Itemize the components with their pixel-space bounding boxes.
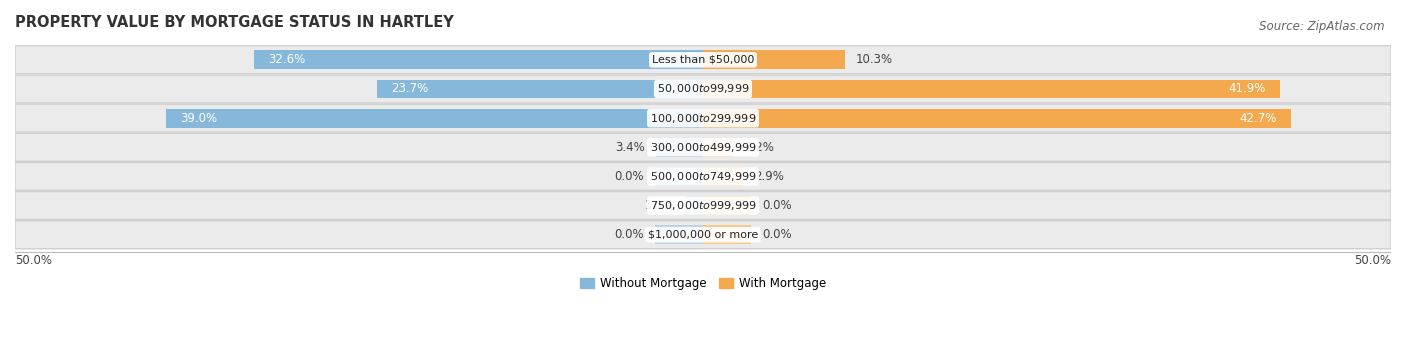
FancyBboxPatch shape bbox=[15, 75, 1391, 103]
Legend: Without Mortgage, With Mortgage: Without Mortgage, With Mortgage bbox=[575, 272, 831, 295]
Text: $500,000 to $749,999: $500,000 to $749,999 bbox=[650, 170, 756, 183]
Text: $300,000 to $499,999: $300,000 to $499,999 bbox=[650, 141, 756, 154]
Text: Less than $50,000: Less than $50,000 bbox=[652, 55, 754, 65]
Bar bbox=[703, 196, 751, 215]
Bar bbox=[703, 50, 845, 69]
FancyBboxPatch shape bbox=[15, 162, 1391, 190]
Text: 50.0%: 50.0% bbox=[15, 254, 52, 267]
Text: 50.0%: 50.0% bbox=[1354, 254, 1391, 267]
Bar bbox=[655, 225, 703, 244]
Text: 42.7%: 42.7% bbox=[1240, 112, 1277, 124]
Text: 32.6%: 32.6% bbox=[269, 53, 305, 66]
Bar bbox=[166, 109, 703, 128]
Text: $750,000 to $999,999: $750,000 to $999,999 bbox=[650, 199, 756, 212]
Text: 41.9%: 41.9% bbox=[1229, 83, 1265, 95]
Text: 3.4%: 3.4% bbox=[616, 141, 645, 154]
Bar bbox=[703, 167, 742, 186]
Text: $100,000 to $299,999: $100,000 to $299,999 bbox=[650, 112, 756, 124]
FancyBboxPatch shape bbox=[15, 221, 1391, 249]
Text: 0.0%: 0.0% bbox=[614, 228, 644, 241]
FancyBboxPatch shape bbox=[15, 133, 1391, 161]
Bar bbox=[703, 109, 1291, 128]
FancyBboxPatch shape bbox=[15, 192, 1391, 220]
Bar bbox=[703, 79, 1279, 99]
Bar bbox=[657, 138, 703, 157]
Bar bbox=[655, 167, 703, 186]
FancyBboxPatch shape bbox=[15, 104, 1391, 132]
Text: 0.0%: 0.0% bbox=[762, 228, 792, 241]
Bar bbox=[254, 50, 703, 69]
Bar bbox=[685, 196, 703, 215]
Text: $50,000 to $99,999: $50,000 to $99,999 bbox=[657, 83, 749, 95]
Text: PROPERTY VALUE BY MORTGAGE STATUS IN HARTLEY: PROPERTY VALUE BY MORTGAGE STATUS IN HAR… bbox=[15, 15, 454, 30]
Text: 2.2%: 2.2% bbox=[744, 141, 775, 154]
Bar bbox=[703, 138, 734, 157]
Text: 1.3%: 1.3% bbox=[644, 199, 673, 212]
Text: 2.9%: 2.9% bbox=[754, 170, 783, 183]
Bar bbox=[377, 79, 703, 99]
Text: 0.0%: 0.0% bbox=[762, 199, 792, 212]
FancyBboxPatch shape bbox=[15, 46, 1391, 74]
Text: 10.3%: 10.3% bbox=[856, 53, 893, 66]
Bar bbox=[703, 225, 751, 244]
Text: 23.7%: 23.7% bbox=[391, 83, 427, 95]
Text: $1,000,000 or more: $1,000,000 or more bbox=[648, 230, 758, 240]
Text: 39.0%: 39.0% bbox=[180, 112, 218, 124]
Text: 0.0%: 0.0% bbox=[614, 170, 644, 183]
Text: Source: ZipAtlas.com: Source: ZipAtlas.com bbox=[1260, 20, 1385, 33]
